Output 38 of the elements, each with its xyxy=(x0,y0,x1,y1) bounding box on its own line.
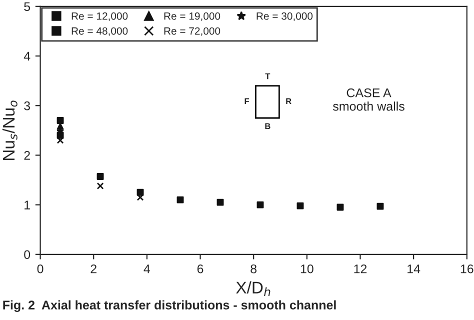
x-tick-label: 2 xyxy=(90,264,96,274)
legend-label: Re = 72,000 xyxy=(164,27,220,36)
y-tick-label: 1 xyxy=(24,200,30,210)
annotation: T xyxy=(265,73,270,80)
point xyxy=(376,202,384,210)
x-tick-label: 16 xyxy=(460,264,474,274)
legend-label: Re = 30,000 xyxy=(256,12,313,22)
x-tick-label: 10 xyxy=(300,264,314,274)
annotation: B xyxy=(265,123,270,129)
y-tick-label: 3 xyxy=(24,101,30,110)
x-tick-label: 6 xyxy=(197,264,204,274)
x-axis-title: X/D$_{h}$ xyxy=(236,281,270,296)
point xyxy=(296,202,304,210)
y-tick-label: 0 xyxy=(24,250,30,260)
annotation: R xyxy=(286,98,292,104)
y-tick-label: 4 xyxy=(24,52,30,61)
point xyxy=(256,201,264,208)
point xyxy=(336,204,344,211)
annotation: CASE A smooth walls xyxy=(333,88,404,111)
point xyxy=(56,132,64,139)
point xyxy=(56,117,64,124)
x-tick-label: 14 xyxy=(408,264,420,274)
x-tick-label: 4 xyxy=(144,264,150,274)
point xyxy=(216,198,224,206)
y-tick-label: 2 xyxy=(24,151,30,160)
annotation: F xyxy=(244,98,250,104)
legend-label: Re = 12,000 xyxy=(72,12,128,22)
x-tick-label: 0 xyxy=(37,264,44,274)
x-tick-label: 12 xyxy=(354,264,367,274)
caption: Fig. 2 Axial heat transfer distributions - smooth channel xyxy=(3,300,336,312)
point xyxy=(176,196,184,204)
x-tick-label: 8 xyxy=(250,264,257,274)
y-tick-label: 5 xyxy=(24,2,30,12)
point xyxy=(96,182,104,190)
y-axis-title: Nu$_{s}$/Nu$_{o}$ xyxy=(2,100,18,160)
point xyxy=(96,173,104,180)
legend-label: Re = 19,000 xyxy=(164,12,220,22)
legend-label: Re = 48,000 xyxy=(72,27,128,36)
